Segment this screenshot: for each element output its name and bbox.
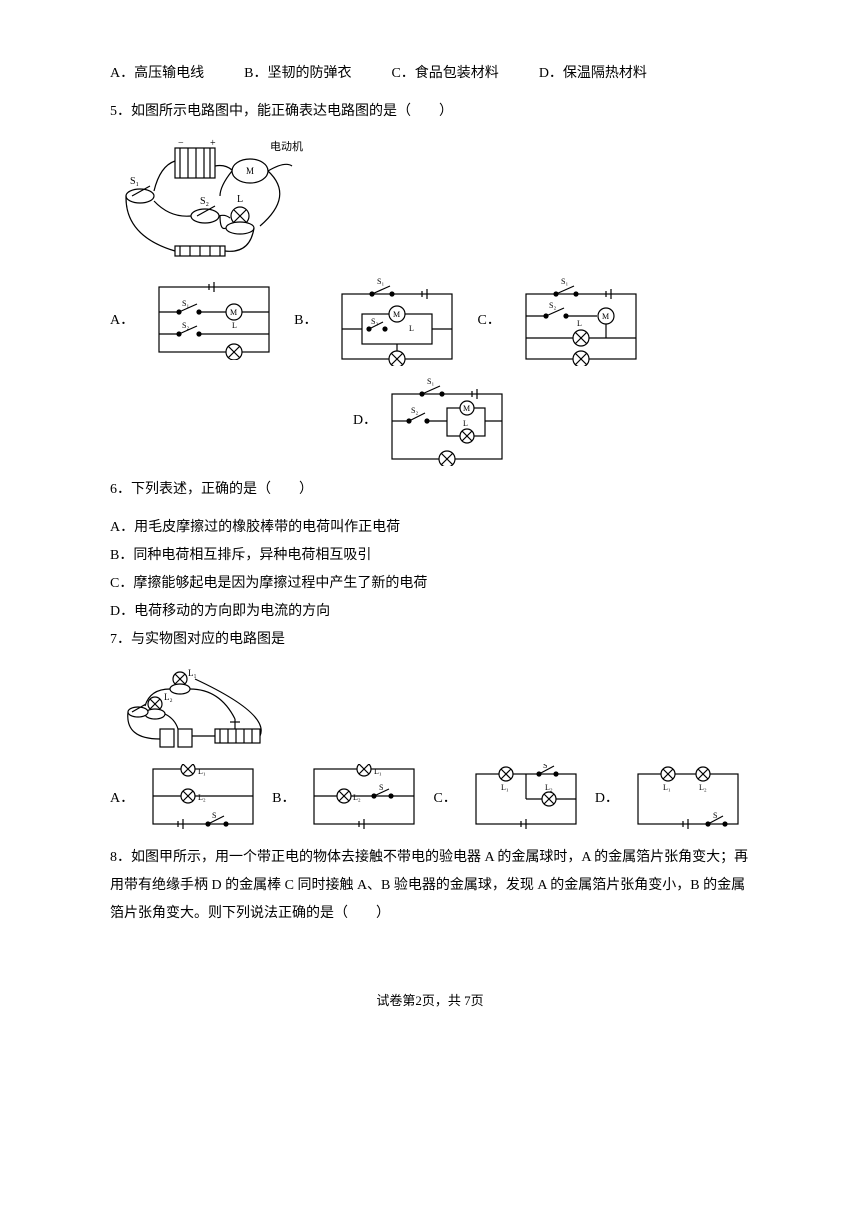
q5-circuit-b: S₁ S₂ M L bbox=[337, 276, 457, 366]
q5-label-c: C． bbox=[477, 307, 500, 335]
svg-text:L₂: L₂ bbox=[198, 793, 206, 802]
svg-text:L₁: L₁ bbox=[374, 767, 382, 776]
q4-options: A．高压输电线 B．坚韧的防弹衣 C．食品包装材料 D．保温隔热材料 bbox=[110, 60, 750, 88]
svg-text:S: S bbox=[543, 764, 547, 770]
q5-circuit-a: S₁ M S₂ L bbox=[154, 282, 274, 360]
q7-circuit-c: L₁ S L₂ bbox=[471, 764, 581, 834]
svg-text:S₂: S₂ bbox=[411, 406, 418, 415]
q6-option-b: B．同种电荷相互排斥，异种电荷相互吸引 bbox=[110, 542, 750, 570]
q8-stem: 8．如图甲所示，用一个带正电的物体去接触不带电的验电器 A 的金属球时，A 的金… bbox=[110, 844, 750, 928]
q6-stem: 6．下列表述，正确的是（ ） bbox=[110, 476, 750, 504]
svg-text:+: + bbox=[210, 138, 216, 149]
svg-text:M: M bbox=[393, 310, 400, 319]
q5-physical-diagram: − + M 电动机 S₁ S₂ L bbox=[120, 136, 750, 266]
svg-text:L₁: L₁ bbox=[198, 767, 206, 776]
svg-text:S: S bbox=[379, 783, 383, 792]
svg-text:L: L bbox=[409, 324, 414, 333]
svg-text:S: S bbox=[713, 811, 717, 820]
svg-text:S: S bbox=[212, 811, 216, 820]
q5-options-row2: D． S₁ S₂ M L bbox=[110, 376, 750, 466]
svg-text:−: − bbox=[178, 138, 184, 149]
q6-option-c: C．摩擦能够起电是因为摩擦过程中产生了新的电荷 bbox=[110, 570, 750, 598]
q5-stem: 5．如图所示电路图中，能正确表达电路图的是（ ） bbox=[110, 98, 750, 126]
svg-text:S₁: S₁ bbox=[377, 277, 384, 286]
q5-circuit-c: S₁ S₂ M L bbox=[521, 276, 641, 366]
svg-text:L₂: L₂ bbox=[545, 783, 553, 792]
svg-text:S₁: S₁ bbox=[182, 299, 189, 308]
q7-label-a: A． bbox=[110, 785, 134, 813]
svg-text:L₂: L₂ bbox=[699, 783, 707, 792]
q7-label-d: D． bbox=[595, 785, 619, 813]
svg-text:S₂: S₂ bbox=[200, 196, 209, 207]
q4-option-b: B．坚韧的防弹衣 bbox=[244, 60, 351, 88]
q6-option-d: D．电荷移动的方向即为电流的方向 bbox=[110, 598, 750, 626]
page-footer: 试卷第2页，共 7页 bbox=[110, 988, 750, 1014]
svg-text:L: L bbox=[232, 321, 237, 330]
q7-label-c: C． bbox=[433, 785, 456, 813]
q5-label-a: A． bbox=[110, 307, 134, 335]
svg-text:M: M bbox=[246, 166, 254, 176]
svg-text:L₁: L₁ bbox=[188, 668, 197, 678]
svg-text:S₂: S₂ bbox=[371, 317, 378, 326]
q7-stem: 7．与实物图对应的电路图是 bbox=[110, 626, 750, 654]
q7-circuit-a: L₁ L₂ S bbox=[148, 764, 258, 834]
q6-option-a: A．用毛皮摩擦过的橡胶棒带的电荷叫作正电荷 bbox=[110, 514, 750, 542]
q7-options-row: A． L₁ L₂ S B． L₁ L₂ S bbox=[110, 764, 750, 834]
svg-text:L: L bbox=[237, 194, 243, 205]
svg-text:L₂: L₂ bbox=[164, 692, 173, 702]
svg-text:L₁: L₁ bbox=[663, 783, 671, 792]
svg-text:S₁: S₁ bbox=[561, 277, 568, 286]
svg-text:M: M bbox=[230, 308, 237, 317]
q7-circuit-b: L₁ L₂ S bbox=[309, 764, 419, 834]
q4-option-c: C．食品包装材料 bbox=[391, 60, 498, 88]
svg-text:L₁: L₁ bbox=[501, 783, 509, 792]
q7-circuit-d: L₁ L₂ S bbox=[633, 764, 743, 834]
q5-label-d: D． bbox=[353, 407, 377, 435]
q7-physical-diagram: L₁ L₂ bbox=[120, 664, 750, 754]
svg-text:S₂: S₂ bbox=[549, 301, 556, 310]
svg-text:S₂: S₂ bbox=[182, 321, 189, 330]
q5-circuit-d: S₁ S₂ M L bbox=[387, 376, 507, 466]
q5-options-row1: A． S₁ M S₂ L B． S bbox=[110, 276, 750, 366]
q7-label-b: B． bbox=[272, 785, 295, 813]
svg-text:L₂: L₂ bbox=[353, 793, 361, 802]
q5-label-b: B． bbox=[294, 307, 317, 335]
svg-text:M: M bbox=[463, 404, 470, 413]
svg-text:L: L bbox=[577, 319, 582, 328]
svg-text:S₁: S₁ bbox=[130, 176, 139, 187]
svg-text:M: M bbox=[602, 312, 609, 321]
q4-option-a: A．高压输电线 bbox=[110, 60, 204, 88]
svg-text:电动机: 电动机 bbox=[270, 139, 303, 153]
svg-text:L: L bbox=[463, 419, 468, 428]
q4-option-d: D．保温隔热材料 bbox=[539, 60, 647, 88]
svg-text:S₁: S₁ bbox=[427, 377, 434, 386]
